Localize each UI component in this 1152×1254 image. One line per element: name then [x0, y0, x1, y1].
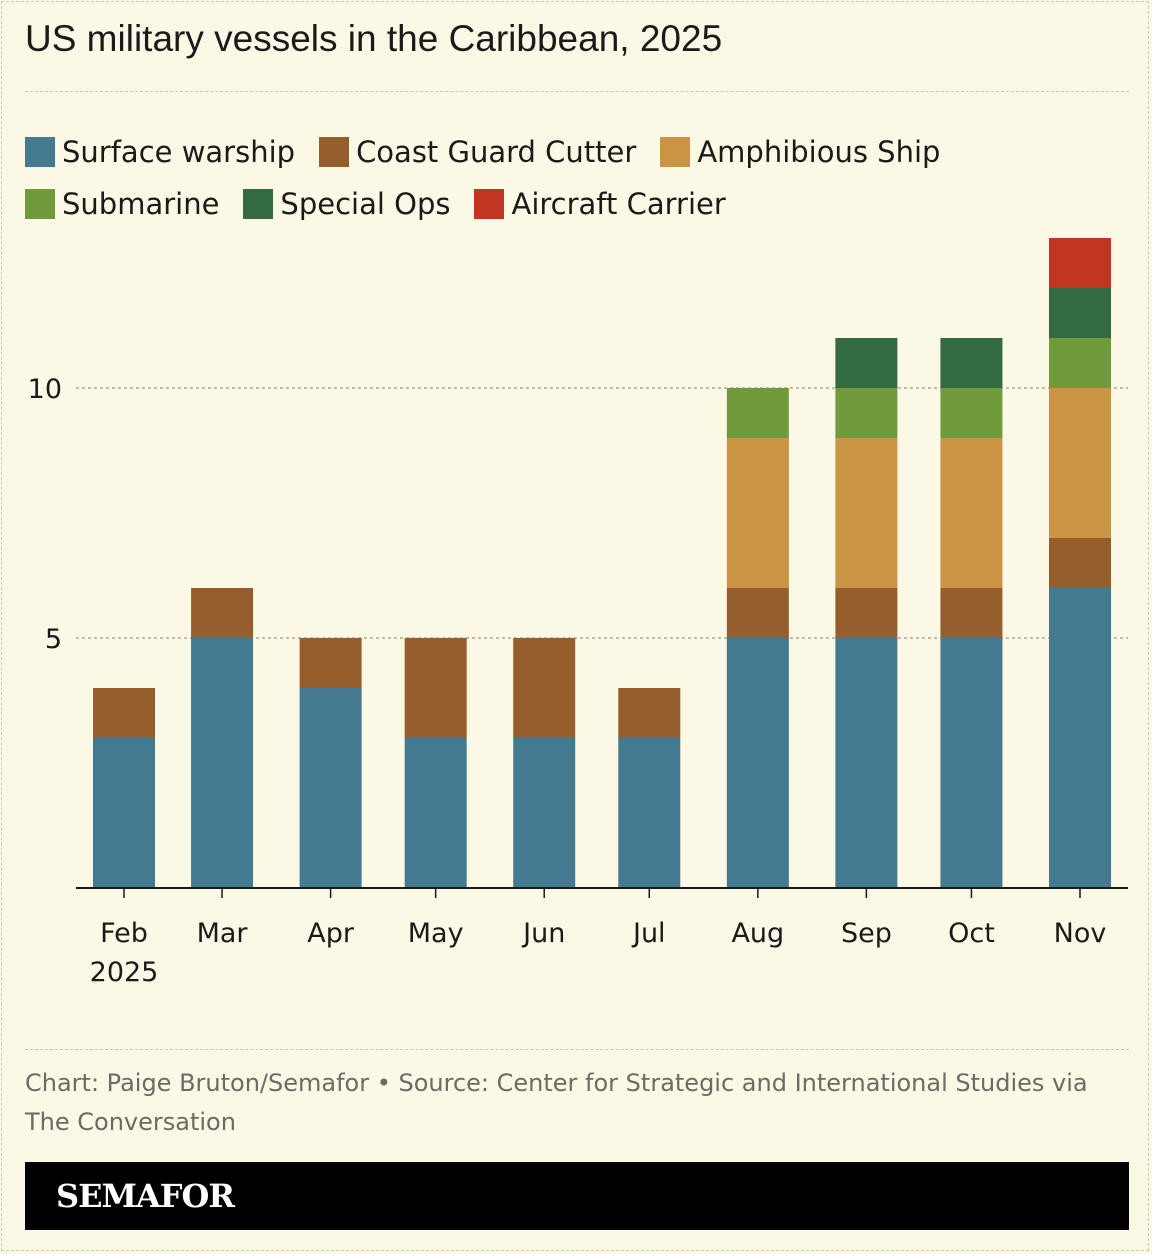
bar-segment	[93, 738, 155, 888]
legend-label: Amphibious Ship	[697, 135, 941, 169]
x-tick-label: May	[408, 918, 464, 949]
legend-swatch	[25, 189, 55, 219]
bar-segment	[299, 638, 362, 688]
legend-item: Special Ops	[243, 187, 450, 221]
legend-item: Amphibious Ship	[660, 135, 940, 169]
bar-segment	[618, 688, 681, 738]
bar-segment	[1049, 388, 1111, 538]
x-year-label: 2025	[90, 957, 159, 988]
bar-segment	[940, 438, 1003, 588]
bar-segment	[191, 638, 254, 888]
x-tick-label: Aug	[731, 918, 784, 949]
legend-label: Special Ops	[280, 187, 451, 221]
legend-item: Aircraft Carrier	[474, 187, 726, 221]
bar-segment	[835, 338, 898, 388]
bar-segment	[93, 688, 155, 738]
bar-segment	[940, 638, 1003, 888]
x-tick-label: Jul	[631, 918, 666, 949]
legend-swatch	[319, 137, 350, 167]
bar-segment	[513, 638, 576, 738]
legend-swatch	[474, 189, 505, 219]
legend-label: Submarine	[62, 187, 220, 221]
bar-segment	[1049, 588, 1111, 888]
bar-segment	[726, 388, 789, 438]
bar-segment	[404, 738, 467, 888]
bar-segment	[726, 588, 789, 638]
semafor-logo: SEMAFOR	[56, 1177, 235, 1215]
bar-segment	[1049, 338, 1111, 388]
x-tick-label: Nov	[1054, 918, 1107, 949]
legend-swatch	[243, 189, 274, 219]
x-tick-label: Jun	[521, 918, 565, 949]
divider	[25, 91, 1129, 92]
legend-label: Coast Guard Cutter	[356, 135, 637, 169]
y-tick-label: 5	[45, 624, 62, 655]
bar-segment	[618, 738, 681, 888]
bar-segment	[835, 588, 898, 638]
legend-label: Surface warship	[62, 135, 296, 169]
bar-segment	[191, 588, 254, 638]
bar-segment	[513, 738, 576, 888]
legend-label: Aircraft Carrier	[511, 187, 726, 221]
x-tick-label: Oct	[948, 918, 995, 949]
bar-segment	[404, 638, 467, 738]
legend: Surface warship Coast Guard Cutter Amphibi…	[25, 126, 1125, 230]
legend-swatch	[660, 137, 691, 167]
chart-title: US military vessels in the Caribbean, 20…	[25, 18, 723, 59]
footer-bar: SEMAFOR	[25, 1162, 1129, 1230]
legend-item: Submarine	[25, 187, 219, 221]
bar-segment	[940, 588, 1003, 638]
source-note: Chart: Paige Bruton/Semafor • Source: Ce…	[25, 1069, 1088, 1136]
y-tick-label: 10	[28, 374, 62, 405]
bar-segment	[1049, 238, 1111, 288]
x-tick-label: Apr	[307, 918, 355, 949]
bar-segment	[726, 638, 789, 888]
bar-segment	[726, 438, 789, 588]
bar-segment	[1049, 288, 1111, 338]
bar-segment	[835, 638, 898, 888]
bar-segment	[1049, 538, 1111, 588]
bar-segment	[299, 688, 362, 888]
x-tick-label: Mar	[197, 918, 249, 949]
legend-item: Coast Guard Cutter	[319, 135, 636, 169]
divider	[25, 1049, 1129, 1050]
legend-item: Surface warship	[25, 135, 295, 169]
legend-swatch	[25, 137, 55, 167]
bar-segment	[940, 388, 1003, 438]
bar-segment	[835, 438, 898, 588]
x-tick-label: Sep	[841, 918, 892, 949]
bar-segment	[940, 338, 1003, 388]
x-tick-label: Feb	[100, 918, 148, 949]
bar-segment	[835, 388, 898, 438]
